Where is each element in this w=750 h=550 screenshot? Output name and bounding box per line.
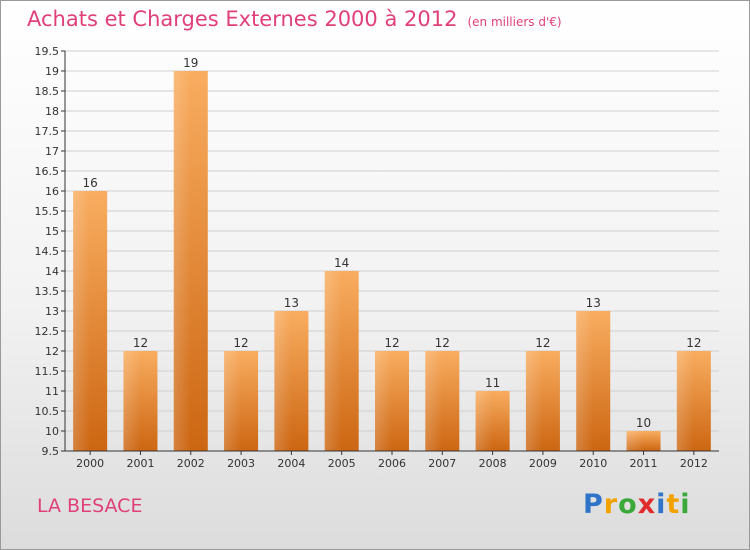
x-tick-label: 2009 xyxy=(529,457,557,470)
data-label: 12 xyxy=(535,336,550,350)
bar-highlight xyxy=(274,311,292,451)
y-tick-label: 17 xyxy=(45,145,59,158)
y-tick-label: 18.5 xyxy=(35,85,60,98)
x-tick-label: 2008 xyxy=(479,457,507,470)
y-tick-label: 16.5 xyxy=(35,165,60,178)
y-tick-label: 15.5 xyxy=(35,205,60,218)
y-tick-label: 19.5 xyxy=(35,45,60,58)
x-tick-label: 2001 xyxy=(126,457,154,470)
bar-highlight xyxy=(626,431,644,451)
data-label: 12 xyxy=(133,336,148,350)
data-label: 12 xyxy=(686,336,701,350)
data-label: 16 xyxy=(83,176,98,190)
bar-highlight xyxy=(676,351,694,451)
x-tick-label: 2012 xyxy=(680,457,708,470)
data-label: 11 xyxy=(485,376,500,390)
data-label: 19 xyxy=(183,56,198,70)
y-tick-label: 16 xyxy=(45,185,59,198)
bar-highlight xyxy=(425,351,443,451)
x-tick-label: 2007 xyxy=(428,457,456,470)
bar-highlight xyxy=(324,271,342,451)
bar-highlight xyxy=(123,351,141,451)
y-tick-label: 10.5 xyxy=(35,405,60,418)
y-tick-label: 15 xyxy=(45,225,59,238)
axes: 9.5 10 10.5 11 11.5 12 12.5 13 13.5 14 14.5 15 15.5 1… xyxy=(35,45,719,470)
y-tick-label: 12.5 xyxy=(35,325,60,338)
commune-name: LA BESACE xyxy=(37,495,143,517)
bar-highlight xyxy=(73,191,91,451)
y-tick-label: 13 xyxy=(45,305,59,318)
bar-highlight xyxy=(375,351,392,451)
data-label: 12 xyxy=(233,336,248,350)
bar-highlight xyxy=(224,351,242,451)
x-tick-label: 2000 xyxy=(76,457,104,470)
y-tick-label: 11.5 xyxy=(35,365,60,378)
bar-highlight xyxy=(576,311,594,451)
y-tick-label: 14 xyxy=(45,265,59,278)
data-label: 12 xyxy=(384,336,399,350)
data-label: 13 xyxy=(586,296,601,310)
bars xyxy=(73,71,711,451)
y-tick-label: 11 xyxy=(45,385,59,398)
y-tick-label: 19 xyxy=(45,65,59,78)
data-labels: 16 12 19 12 13 14 12 12 11 12 13 10 12 xyxy=(83,56,702,430)
x-tick-label: 2011 xyxy=(630,457,658,470)
x-tick-label: 2003 xyxy=(227,457,255,470)
bar-highlight xyxy=(525,351,543,451)
chart-unit: (en milliers d'€) xyxy=(467,15,562,29)
bar-highlight xyxy=(173,71,191,451)
x-tick-label: 2006 xyxy=(378,457,406,470)
chart-title: Achats et Charges Externes 2000 à 2012 (e… xyxy=(27,7,562,31)
data-label: 13 xyxy=(284,296,299,310)
bar-highlight xyxy=(475,391,493,451)
y-tick-label: 10 xyxy=(45,425,59,438)
y-tick-label: 17.5 xyxy=(35,125,60,138)
y-tick-label: 13.5 xyxy=(35,285,60,298)
x-tick-label: 2004 xyxy=(277,457,305,470)
y-tick-label: 9.5 xyxy=(42,445,60,458)
proxiti-logo: Proxiti xyxy=(583,489,691,520)
data-label: 12 xyxy=(435,336,450,350)
y-tick-label: 18 xyxy=(45,105,59,118)
chart-title-text: Achats et Charges Externes 2000 à 2012 xyxy=(27,7,458,31)
x-tick-label: 2010 xyxy=(579,457,607,470)
x-tick-label: 2005 xyxy=(328,457,356,470)
y-tick-label: 12 xyxy=(45,345,59,358)
y-tick-label: 14.5 xyxy=(35,245,60,258)
data-label: 14 xyxy=(334,256,349,270)
x-tick-label: 2002 xyxy=(177,457,205,470)
data-label: 10 xyxy=(636,416,651,430)
